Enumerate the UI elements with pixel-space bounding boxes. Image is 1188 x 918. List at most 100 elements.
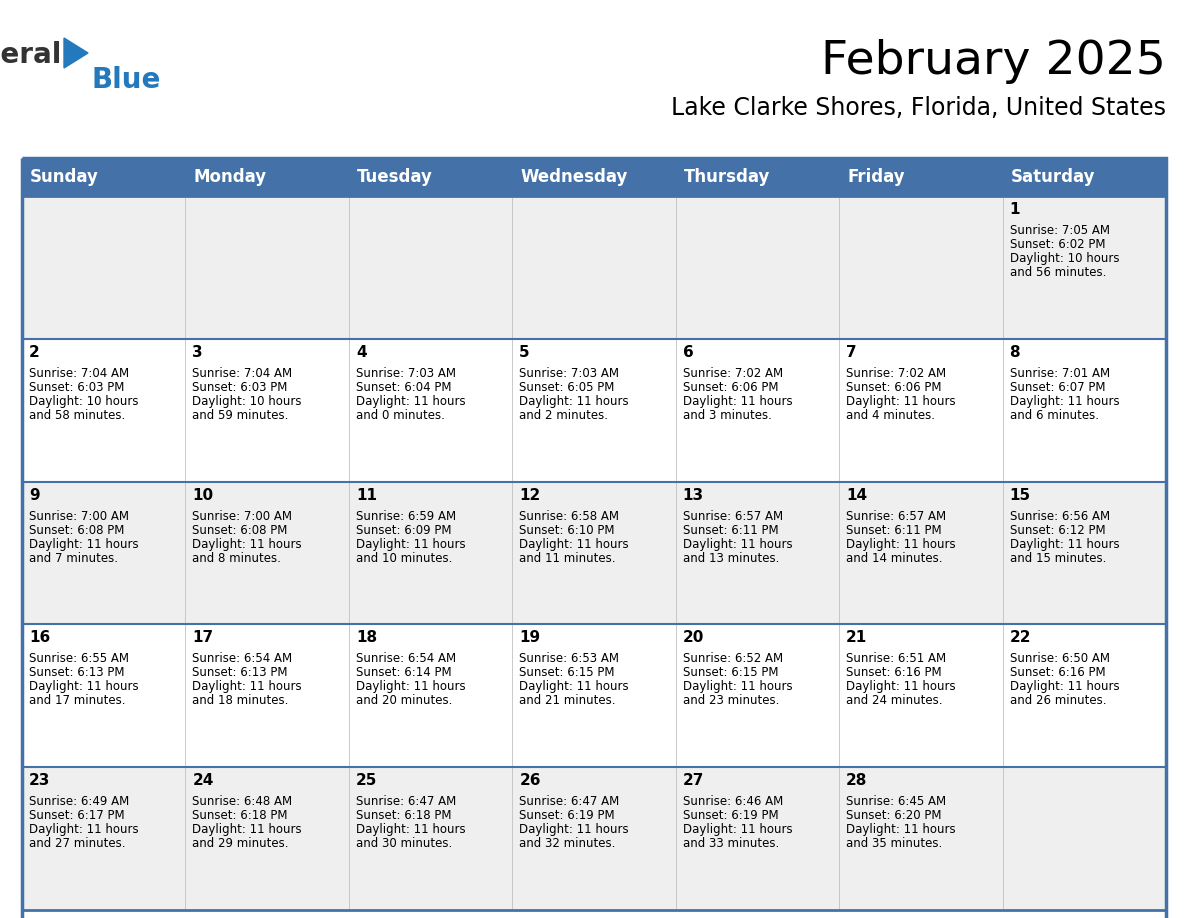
Text: Daylight: 11 hours: Daylight: 11 hours xyxy=(356,680,466,693)
Text: Sunrise: 6:58 AM: Sunrise: 6:58 AM xyxy=(519,509,619,522)
Text: Daylight: 11 hours: Daylight: 11 hours xyxy=(683,823,792,836)
Text: and 33 minutes.: and 33 minutes. xyxy=(683,837,779,850)
Text: 5: 5 xyxy=(519,345,530,360)
Text: and 0 minutes.: and 0 minutes. xyxy=(356,409,444,421)
Text: 13: 13 xyxy=(683,487,703,502)
Bar xyxy=(23,624,185,767)
Bar xyxy=(676,196,839,339)
Text: 14: 14 xyxy=(846,487,867,502)
Text: Sunset: 6:08 PM: Sunset: 6:08 PM xyxy=(29,523,125,537)
Text: Daylight: 11 hours: Daylight: 11 hours xyxy=(29,538,139,551)
Text: Sunrise: 6:57 AM: Sunrise: 6:57 AM xyxy=(683,509,783,522)
Text: 11: 11 xyxy=(356,487,377,502)
Text: and 3 minutes.: and 3 minutes. xyxy=(683,409,771,421)
Text: and 30 minutes.: and 30 minutes. xyxy=(356,837,453,850)
Bar xyxy=(23,767,185,910)
Text: Daylight: 11 hours: Daylight: 11 hours xyxy=(356,823,466,836)
Bar xyxy=(185,767,349,910)
Text: 2: 2 xyxy=(29,345,39,360)
Text: Daylight: 11 hours: Daylight: 11 hours xyxy=(519,538,628,551)
Text: Sunrise: 6:57 AM: Sunrise: 6:57 AM xyxy=(846,509,947,522)
Text: Sunset: 6:11 PM: Sunset: 6:11 PM xyxy=(846,523,942,537)
Bar xyxy=(185,158,349,196)
Text: Sunset: 6:07 PM: Sunset: 6:07 PM xyxy=(1010,381,1105,394)
Text: Monday: Monday xyxy=(194,168,266,186)
Text: and 56 minutes.: and 56 minutes. xyxy=(1010,266,1106,279)
Bar xyxy=(23,196,185,339)
Bar xyxy=(1003,158,1165,196)
Text: Sunrise: 6:54 AM: Sunrise: 6:54 AM xyxy=(356,653,456,666)
Text: and 59 minutes.: and 59 minutes. xyxy=(192,409,289,421)
Text: Daylight: 11 hours: Daylight: 11 hours xyxy=(192,823,302,836)
Text: 18: 18 xyxy=(356,631,377,645)
Bar xyxy=(349,624,512,767)
Text: and 24 minutes.: and 24 minutes. xyxy=(846,694,942,708)
Bar xyxy=(349,482,512,624)
Text: Sunrise: 7:02 AM: Sunrise: 7:02 AM xyxy=(683,367,783,380)
Bar xyxy=(185,482,349,624)
Text: Sunrise: 7:03 AM: Sunrise: 7:03 AM xyxy=(519,367,619,380)
Text: Sunday: Sunday xyxy=(30,168,99,186)
Text: Sunrise: 6:52 AM: Sunrise: 6:52 AM xyxy=(683,653,783,666)
Bar xyxy=(676,158,839,196)
Bar xyxy=(23,158,185,196)
Text: Sunset: 6:12 PM: Sunset: 6:12 PM xyxy=(1010,523,1105,537)
Text: and 14 minutes.: and 14 minutes. xyxy=(846,552,942,565)
Text: and 11 minutes.: and 11 minutes. xyxy=(519,552,615,565)
Text: and 21 minutes.: and 21 minutes. xyxy=(519,694,615,708)
Bar xyxy=(839,158,1003,196)
Text: 1: 1 xyxy=(1010,202,1020,217)
Text: and 18 minutes.: and 18 minutes. xyxy=(192,694,289,708)
Text: Sunset: 6:13 PM: Sunset: 6:13 PM xyxy=(192,666,287,679)
Text: General: General xyxy=(0,41,62,69)
Text: 3: 3 xyxy=(192,345,203,360)
Text: Daylight: 11 hours: Daylight: 11 hours xyxy=(683,395,792,408)
Bar xyxy=(512,482,676,624)
Text: Sunrise: 7:00 AM: Sunrise: 7:00 AM xyxy=(192,509,292,522)
Text: Sunrise: 7:03 AM: Sunrise: 7:03 AM xyxy=(356,367,456,380)
Text: Sunset: 6:02 PM: Sunset: 6:02 PM xyxy=(1010,238,1105,251)
Bar xyxy=(23,158,1165,918)
Text: and 4 minutes.: and 4 minutes. xyxy=(846,409,935,421)
Text: Wednesday: Wednesday xyxy=(520,168,627,186)
Text: and 32 minutes.: and 32 minutes. xyxy=(519,837,615,850)
Text: Daylight: 10 hours: Daylight: 10 hours xyxy=(192,395,302,408)
Text: February 2025: February 2025 xyxy=(821,39,1165,84)
Text: and 8 minutes.: and 8 minutes. xyxy=(192,552,282,565)
Text: Sunset: 6:08 PM: Sunset: 6:08 PM xyxy=(192,523,287,537)
Text: Daylight: 11 hours: Daylight: 11 hours xyxy=(192,538,302,551)
Text: and 20 minutes.: and 20 minutes. xyxy=(356,694,453,708)
Text: Sunrise: 6:45 AM: Sunrise: 6:45 AM xyxy=(846,795,947,808)
Text: Sunset: 6:15 PM: Sunset: 6:15 PM xyxy=(519,666,614,679)
Text: 17: 17 xyxy=(192,631,214,645)
Text: Sunset: 6:10 PM: Sunset: 6:10 PM xyxy=(519,523,614,537)
Text: Daylight: 11 hours: Daylight: 11 hours xyxy=(683,538,792,551)
Text: Daylight: 11 hours: Daylight: 11 hours xyxy=(356,538,466,551)
Bar xyxy=(23,339,185,482)
Bar xyxy=(1003,339,1165,482)
Text: and 27 minutes.: and 27 minutes. xyxy=(29,837,126,850)
Text: 6: 6 xyxy=(683,345,694,360)
Bar xyxy=(185,196,349,339)
Text: Daylight: 11 hours: Daylight: 11 hours xyxy=(846,823,956,836)
Text: Sunset: 6:09 PM: Sunset: 6:09 PM xyxy=(356,523,451,537)
Text: Sunrise: 7:00 AM: Sunrise: 7:00 AM xyxy=(29,509,129,522)
Text: Sunset: 6:14 PM: Sunset: 6:14 PM xyxy=(356,666,451,679)
Text: 23: 23 xyxy=(29,773,50,789)
Bar xyxy=(349,767,512,910)
Bar xyxy=(839,767,1003,910)
Text: and 10 minutes.: and 10 minutes. xyxy=(356,552,453,565)
Text: Blue: Blue xyxy=(91,66,160,94)
Text: 26: 26 xyxy=(519,773,541,789)
Text: Sunset: 6:19 PM: Sunset: 6:19 PM xyxy=(519,809,615,823)
Text: Sunset: 6:16 PM: Sunset: 6:16 PM xyxy=(846,666,942,679)
Text: Lake Clarke Shores, Florida, United States: Lake Clarke Shores, Florida, United Stat… xyxy=(671,96,1165,120)
Text: 4: 4 xyxy=(356,345,366,360)
Text: and 29 minutes.: and 29 minutes. xyxy=(192,837,289,850)
Bar xyxy=(512,767,676,910)
Bar xyxy=(512,339,676,482)
Text: Sunrise: 6:55 AM: Sunrise: 6:55 AM xyxy=(29,653,129,666)
Text: 19: 19 xyxy=(519,631,541,645)
Bar xyxy=(512,196,676,339)
Text: Sunrise: 6:50 AM: Sunrise: 6:50 AM xyxy=(1010,653,1110,666)
